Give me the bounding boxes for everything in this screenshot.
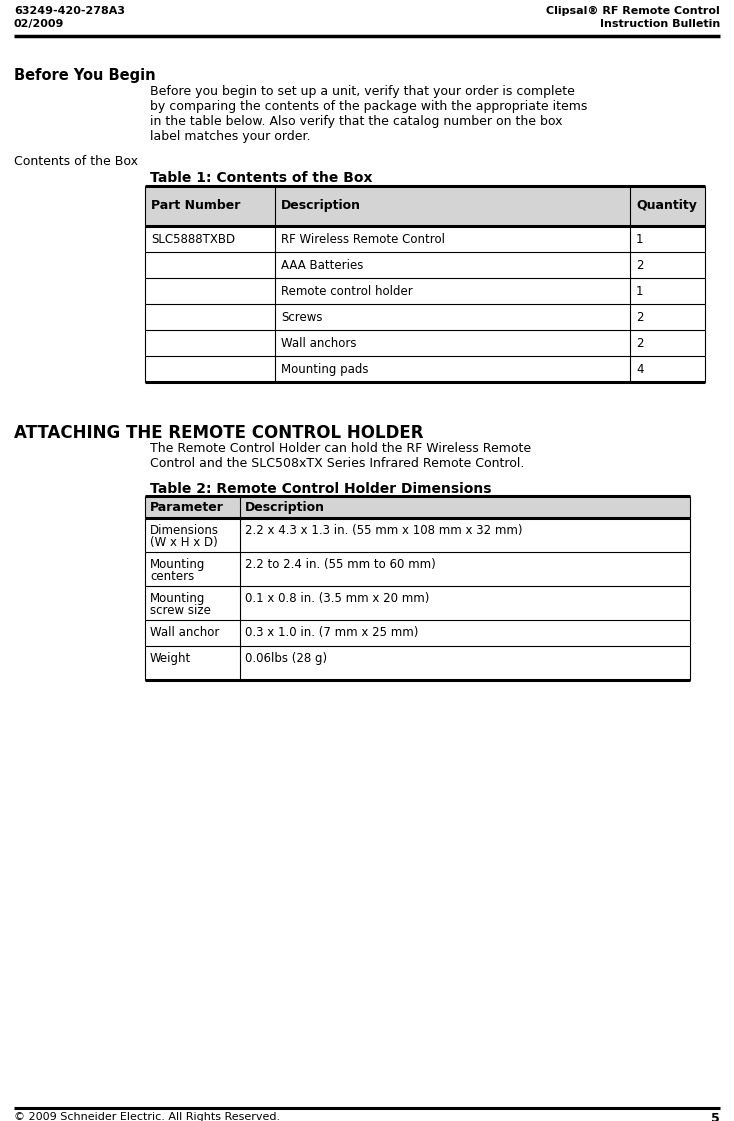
Text: 2: 2 [636,311,644,324]
Text: Description: Description [245,501,325,515]
Text: Clipsal® RF Remote Control: Clipsal® RF Remote Control [546,6,720,16]
Bar [145,304,705,330]
Bar [145,226,705,252]
Text: screw size: screw size [150,604,211,617]
Text: Table 2: Remote Control Holder Dimensions: Table 2: Remote Control Holder Dimension… [150,482,492,495]
Text: (W x H x D): (W x H x D) [150,536,218,549]
Text: 02/2009: 02/2009 [14,19,65,29]
Text: RF Wireless Remote Control: RF Wireless Remote Control [281,233,445,245]
Text: Description: Description [281,200,361,212]
Text: The Remote Control Holder can hold the RF Wireless Remote: The Remote Control Holder can hold the R… [150,442,531,455]
Text: 1: 1 [636,285,644,298]
Text: SLC5888TXBD: SLC5888TXBD [151,233,235,245]
Bar [145,586,690,620]
Text: 4: 4 [636,363,644,376]
Text: 2.2 x 4.3 x 1.3 in. (55 mm x 108 mm x 32 mm): 2.2 x 4.3 x 1.3 in. (55 mm x 108 mm x 32… [245,524,523,537]
Text: 0.3 x 1.0 in. (7 mm x 25 mm): 0.3 x 1.0 in. (7 mm x 25 mm) [245,626,418,639]
Text: Contents of the Box: Contents of the Box [14,155,138,168]
Bar [145,278,705,304]
Text: 5: 5 [711,1112,720,1121]
Text: Mounting pads: Mounting pads [281,363,368,376]
Text: Control and the SLC508xTX Series Infrared Remote Control.: Control and the SLC508xTX Series Infrare… [150,457,524,470]
Bar [145,620,690,646]
Text: 2: 2 [636,337,644,350]
Text: label matches your order.: label matches your order. [150,130,310,143]
Text: ATTACHING THE REMOTE CONTROL HOLDER: ATTACHING THE REMOTE CONTROL HOLDER [14,424,424,442]
Bar [145,646,690,680]
Text: Before You Begin: Before You Begin [14,68,156,83]
Text: © 2009 Schneider Electric. All Rights Reserved.: © 2009 Schneider Electric. All Rights Re… [14,1112,280,1121]
Bar [145,252,705,278]
Bar [145,495,690,518]
Text: 2: 2 [636,259,644,272]
Text: Parameter: Parameter [150,501,224,515]
Text: 2.2 to 2.4 in. (55 mm to 60 mm): 2.2 to 2.4 in. (55 mm to 60 mm) [245,558,436,571]
Text: Weight: Weight [150,652,192,665]
Text: Table 1: Contents of the Box: Table 1: Contents of the Box [150,172,372,185]
Text: Part Number: Part Number [151,200,240,212]
Text: centers: centers [150,569,195,583]
Text: 0.06lbs (28 g): 0.06lbs (28 g) [245,652,327,665]
Text: Dimensions: Dimensions [150,524,219,537]
Text: in the table below. Also verify that the catalog number on the box: in the table below. Also verify that the… [150,115,562,128]
Text: Before you begin to set up a unit, verify that your order is complete: Before you begin to set up a unit, verif… [150,85,575,98]
Bar [145,518,690,552]
Text: Remote control holder: Remote control holder [281,285,413,298]
Text: 63249-420-278A3: 63249-420-278A3 [14,6,125,16]
Bar [145,552,690,586]
Text: 0.1 x 0.8 in. (3.5 mm x 20 mm): 0.1 x 0.8 in. (3.5 mm x 20 mm) [245,592,429,605]
Bar [145,356,705,382]
Text: AAA Batteries: AAA Batteries [281,259,363,272]
Bar [145,330,705,356]
Text: Wall anchor: Wall anchor [150,626,219,639]
Text: Screws: Screws [281,311,322,324]
Text: Wall anchors: Wall anchors [281,337,357,350]
Bar [145,186,705,226]
Text: Instruction Bulletin: Instruction Bulletin [600,19,720,29]
Text: by comparing the contents of the package with the appropriate items: by comparing the contents of the package… [150,100,587,113]
Text: 1: 1 [636,233,644,245]
Text: Mounting: Mounting [150,592,206,605]
Text: Mounting: Mounting [150,558,206,571]
Text: Quantity: Quantity [636,200,697,212]
